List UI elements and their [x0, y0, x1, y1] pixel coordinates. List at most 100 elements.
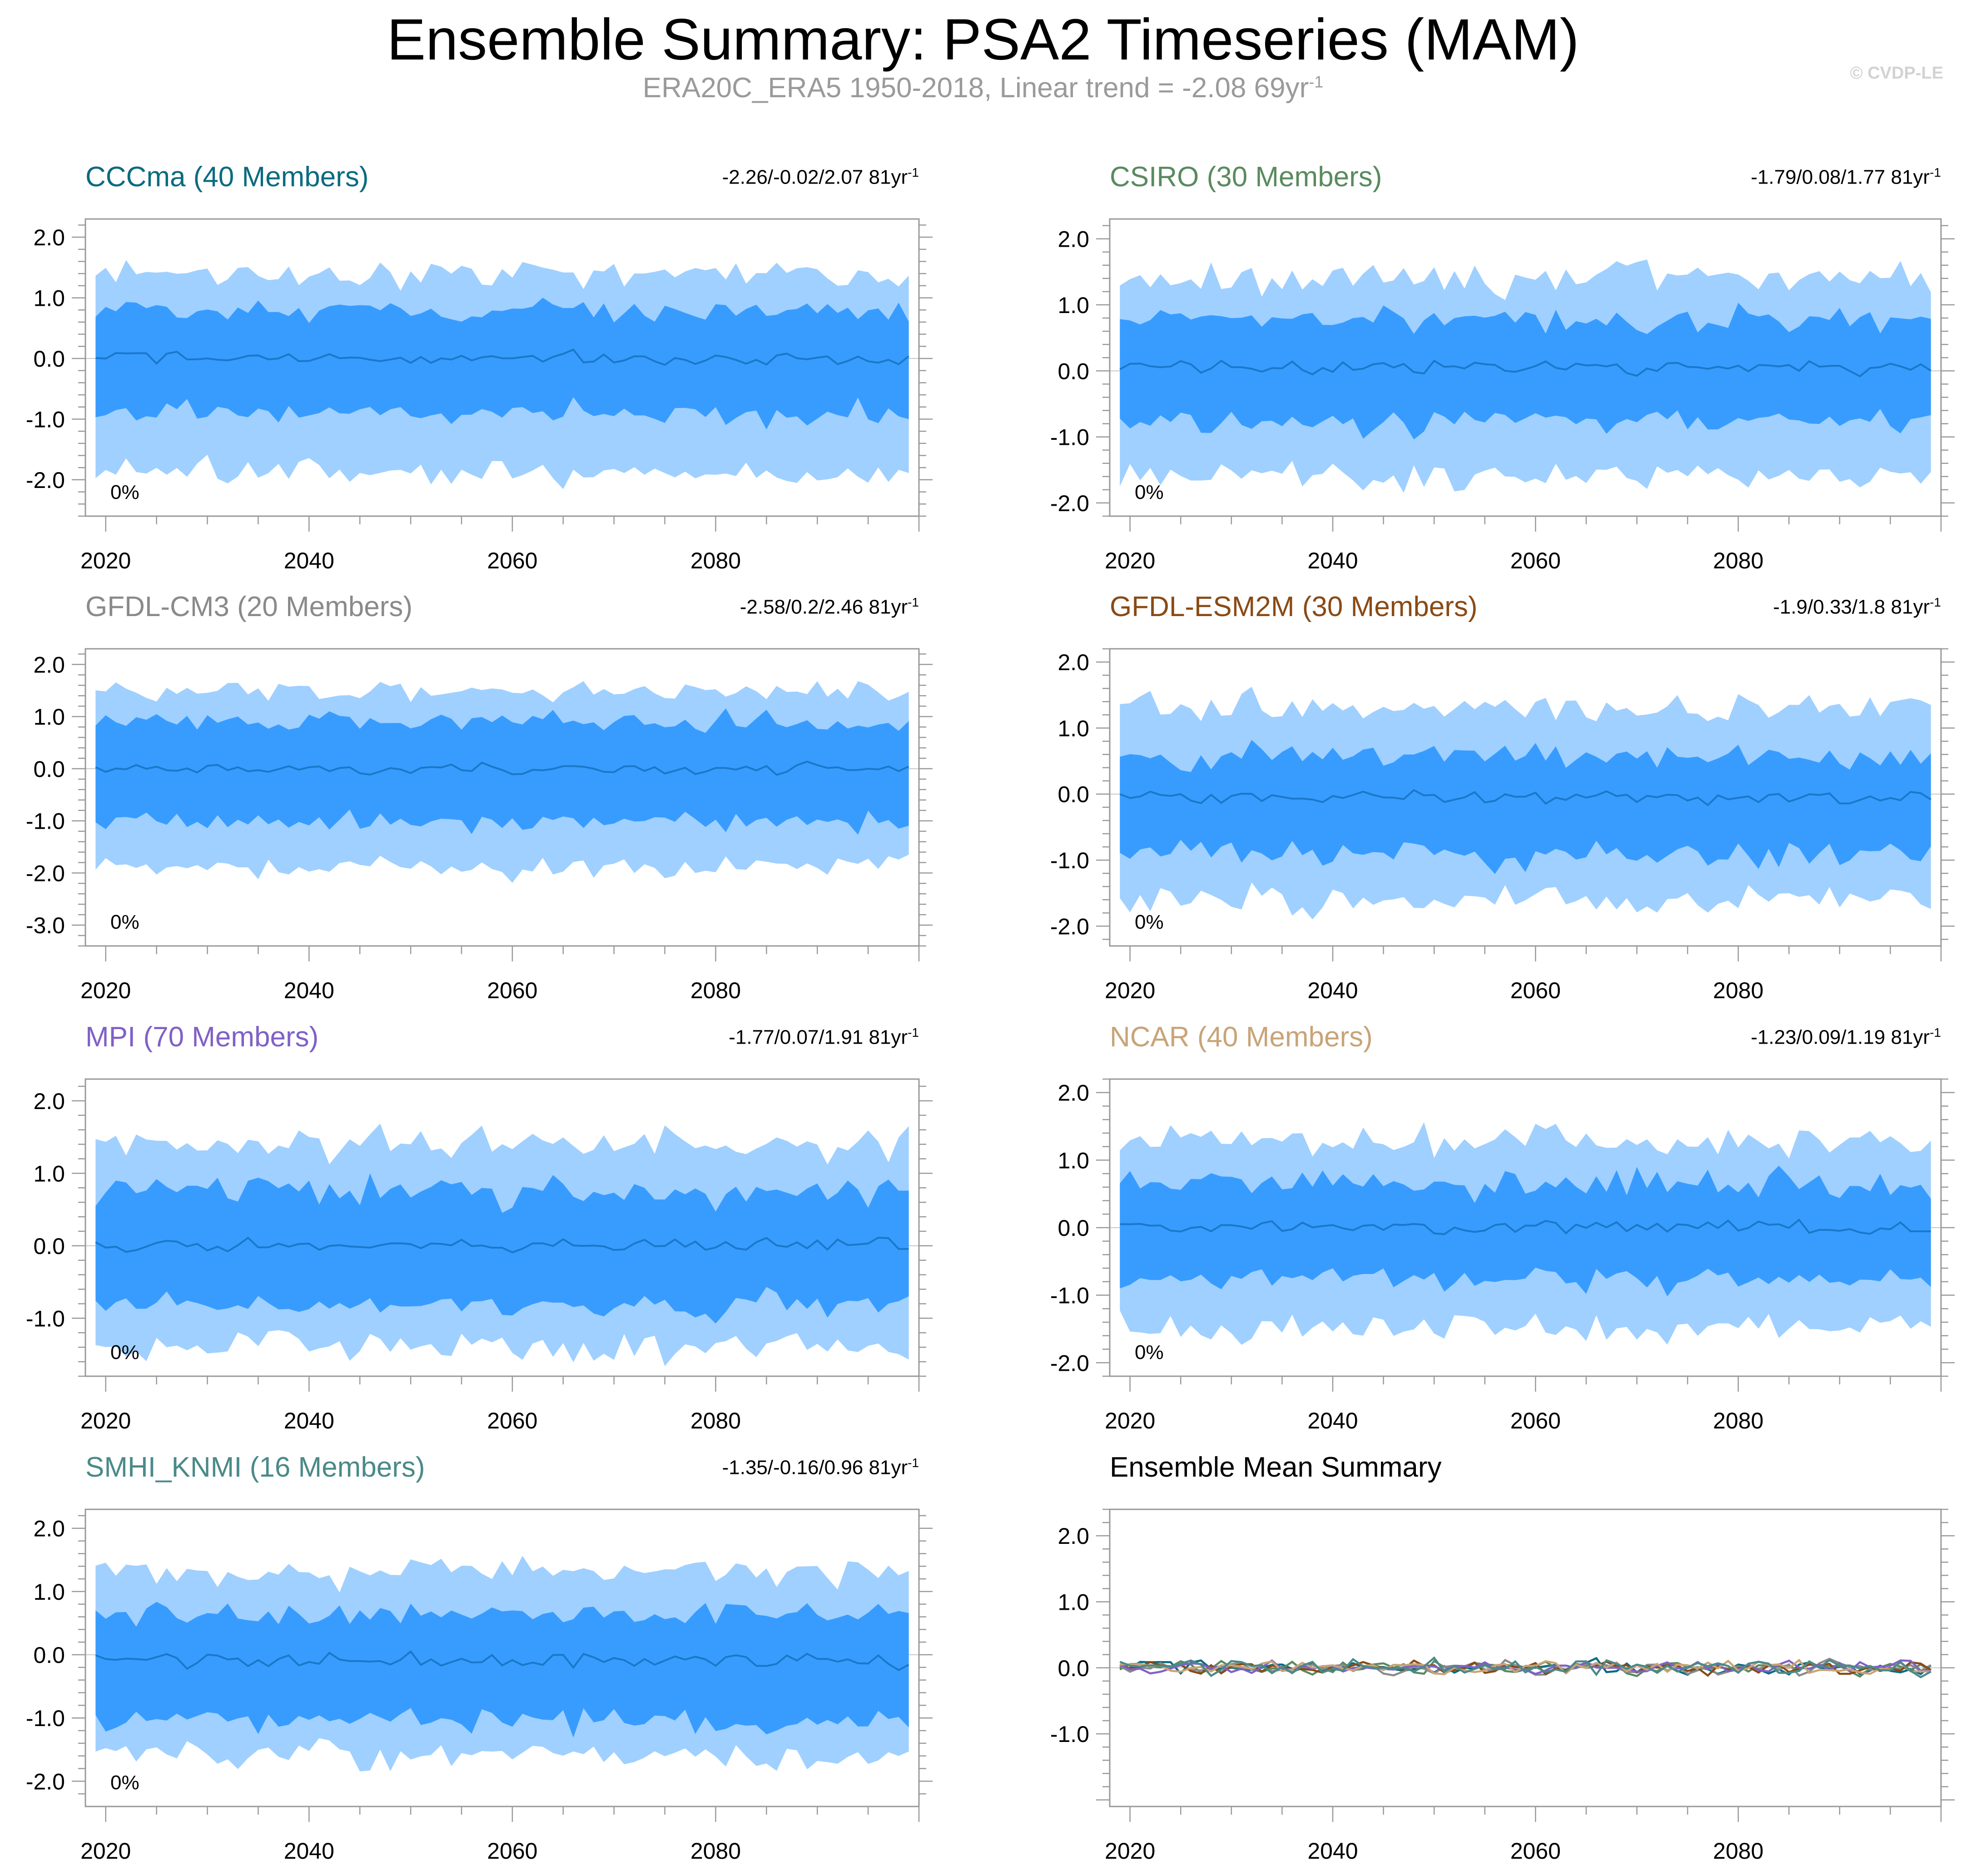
panel-ncar: 0% 2.0 1.0 0.0 -1.0 -2.0 2020 2040 2060 2080 [1050, 1078, 1955, 1433]
x-tick-label: 2020 [1105, 1838, 1155, 1864]
y-tick-label: 1.0 [33, 1161, 65, 1186]
x-tick-label: 2080 [1713, 1838, 1763, 1864]
y-tick-label: 1.0 [33, 704, 65, 730]
x-tick-label: 2060 [487, 1408, 537, 1433]
plot-frame [84, 1508, 920, 1807]
range-superscript: -1 [1930, 595, 1941, 609]
inner-percentile-band [95, 708, 909, 835]
plot-area [1110, 1122, 1941, 1345]
y-tick-label: 1.0 [33, 1579, 65, 1605]
y-tick-label: 0.0 [33, 346, 65, 372]
y-tick-label: -2.0 [26, 468, 65, 493]
x-tick-label: 2040 [284, 978, 334, 1003]
y-tick-label: 2.0 [33, 652, 65, 677]
y-tick-label: 0.0 [33, 1642, 65, 1668]
x-tick-label: 2080 [1713, 978, 1763, 1003]
x-tick-label: 2060 [1510, 1408, 1561, 1433]
y-tick-label: -1.0 [1050, 1283, 1089, 1309]
x-tick-label: 2080 [1713, 548, 1763, 573]
panel-range-label: -1.35/-0.16/0.96 81yr-1 [722, 1456, 919, 1479]
median-line [1119, 359, 1931, 378]
panel-title: MPI (70 Members) [85, 1021, 319, 1053]
y-tick-label: -1.0 [26, 1306, 65, 1331]
mean-line-mpi [1119, 1659, 1931, 1675]
copyright-label: © CVDP-LE [1850, 64, 1943, 83]
x-tick-label: 2040 [1307, 1838, 1358, 1864]
percent-label: 0% [110, 911, 139, 933]
x-tick-label: 2020 [1105, 1408, 1155, 1433]
percent-label: 0% [110, 481, 139, 503]
panel-title: Ensemble Mean Summary [1110, 1452, 1442, 1483]
x-tick-label: 2020 [80, 548, 131, 573]
plot-frame [84, 1078, 920, 1377]
x-tick-label: 2020 [80, 1838, 131, 1864]
range-superscript: -1 [1930, 165, 1941, 179]
y-tick-label: 0.0 [1057, 358, 1089, 384]
x-tick-label: 2040 [284, 548, 334, 573]
x-tick-label: 2080 [690, 1408, 741, 1433]
panel-title: NCAR (40 Members) [1110, 1021, 1373, 1053]
panel-smhi-knmi: 0% 2.0 1.0 0.0 -1.0 -2.0 2020 2040 2060 2080 [26, 1508, 933, 1864]
median-line [95, 1236, 909, 1254]
range-superscript: -1 [908, 165, 919, 179]
panel-title: SMHI_KNMI (16 Members) [85, 1452, 425, 1483]
inner-percentile-band [95, 298, 909, 430]
y-tick-label: 1.0 [1057, 1589, 1089, 1615]
median-line [95, 761, 909, 776]
median-line [95, 1650, 909, 1672]
y-tick-label: -3.0 [26, 913, 65, 938]
range-superscript: -1 [908, 1456, 919, 1470]
median-line [95, 348, 909, 366]
panel-range-label: -1.79/0.08/1.77 81yr-1 [1751, 165, 1941, 189]
y-tick-label: -1.0 [1050, 425, 1089, 450]
y-tick-label: 1.0 [1057, 716, 1089, 741]
range-text: -1.9/0.33/1.8 81yr [1773, 596, 1930, 618]
x-tick-label: 2020 [80, 978, 131, 1003]
panel-range-label: -2.26/-0.02/2.07 81yr-1 [722, 165, 919, 189]
percent-label: 0% [1135, 481, 1164, 503]
panel-ensemble-mean-summary: 2.0 1.0 0.0 -1.0 2020 2040 2060 2080 [1050, 1508, 1955, 1864]
panel-cccma: 0% 2.0 1.0 0.0 -1.0 -2.0 2020 2040 2060 2080 [26, 218, 933, 573]
y-tick-label: -1.0 [1050, 1722, 1089, 1747]
plot-frame [84, 648, 920, 947]
y-tick-label: 2.0 [33, 1516, 65, 1542]
plot-area [85, 1556, 919, 1772]
range-text: -1.79/0.08/1.77 81yr [1751, 166, 1930, 189]
range-superscript: -1 [908, 1025, 919, 1040]
panel-title: CSIRO (30 Members) [1110, 161, 1382, 193]
x-tick-label: 2060 [1510, 978, 1561, 1003]
plot-frame [1109, 1508, 1942, 1807]
y-tick-label: -2.0 [26, 1769, 65, 1794]
panel-csiro: 0% 2.0 1.0 0.0 -1.0 -2.0 2020 2040 2060 2080 [1050, 218, 1955, 573]
plot-area [85, 1123, 919, 1366]
y-tick-label: -1.0 [1050, 848, 1089, 873]
y-tick-label: 1.0 [1057, 1148, 1089, 1173]
percent-label: 0% [1135, 911, 1164, 933]
percent-label: 0% [1135, 1341, 1164, 1363]
plot-area [1110, 1656, 1941, 1679]
panel-mpi: 0% 2.0 1.0 0.0 -1.0 2020 2040 2060 2080 [26, 1078, 933, 1433]
figure-title: Ensemble Summary: PSA2 Timeseries (MAM) [387, 7, 1579, 72]
percent-label: 0% [110, 1772, 139, 1794]
x-tick-label: 2020 [1105, 978, 1155, 1003]
range-text: -2.58/0.2/2.46 81yr [740, 596, 908, 618]
plot-frame [1109, 218, 1942, 517]
subtitle-superscript: -1 [1309, 72, 1324, 91]
y-tick-label: 1.0 [33, 286, 65, 311]
mean-line-smhi-knmi [1119, 1656, 1931, 1679]
x-tick-label: 2040 [1307, 978, 1358, 1003]
y-tick-label: -1.0 [26, 407, 65, 432]
y-tick-label: 2.0 [1057, 1080, 1089, 1106]
panel-title: GFDL-ESM2M (30 Members) [1110, 591, 1478, 622]
x-tick-label: 2060 [487, 548, 537, 573]
percent-label: 0% [110, 1341, 139, 1363]
x-tick-label: 2020 [1105, 548, 1155, 573]
y-tick-label: 0.0 [1057, 1215, 1089, 1241]
subtitle-text: ERA20C_ERA5 1950-2018, Linear trend = -2… [642, 72, 1309, 104]
plot-area [85, 260, 919, 489]
panel-gfdl-cm3: 0% 2.0 1.0 0.0 -1.0 -2.0 -3.0 2020 2040 2060 2080 [26, 648, 933, 1003]
inner-percentile-band [95, 1602, 909, 1738]
y-tick-label: 1.0 [1057, 293, 1089, 318]
panel-range-label: -1.77/0.07/1.91 81yr-1 [729, 1025, 919, 1049]
